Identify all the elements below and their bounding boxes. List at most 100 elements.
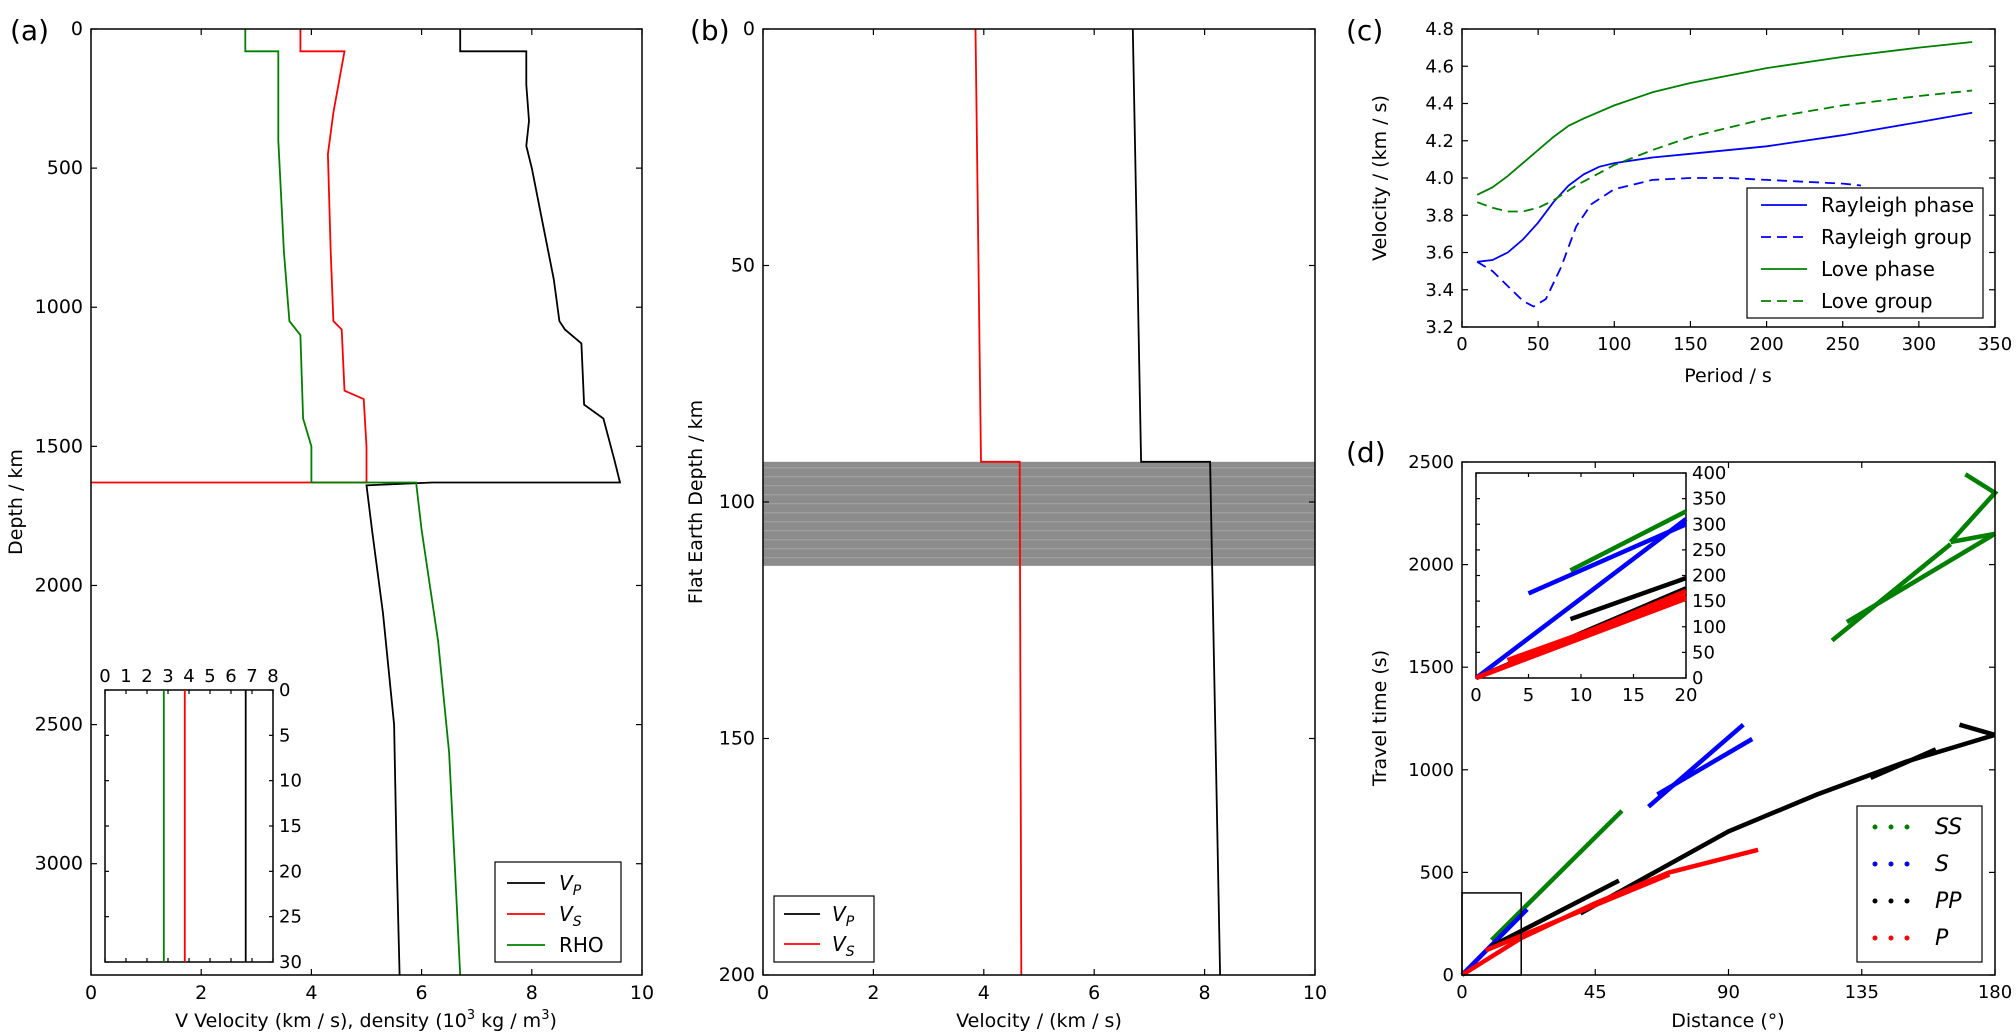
x-tick-label: 0 (99, 666, 110, 687)
y-tick-label: 4.8 (1425, 19, 1454, 40)
legend-label-love-group: Love group (1821, 289, 1933, 313)
y-tick-label: 50 (731, 255, 755, 277)
y-tick-label: 3.2 (1425, 317, 1454, 338)
inset-segment-s (1474, 517, 1688, 680)
y-tick-label: 50 (1692, 642, 1715, 663)
panel-b-lines (974, 28, 1221, 976)
panel-b-ylabel: Flat Earth Depth / km (685, 400, 707, 604)
x-tick-label: 2 (195, 982, 207, 1004)
segment-pp (1490, 878, 1620, 949)
legend-label-vp: VP (559, 871, 582, 899)
segment-pp (1579, 732, 1996, 916)
y-tick-label: 3.6 (1425, 243, 1454, 264)
x-tick-label: 20 (1675, 685, 1698, 706)
y-tick-label: 100 (1692, 617, 1726, 638)
y-tick-label: 10 (279, 771, 302, 792)
panel-d-lines (1460, 472, 1999, 977)
x-tick-label: 45 (1584, 982, 1607, 1003)
segment-p (1460, 847, 1759, 977)
y-tick-label: 2000 (35, 574, 83, 596)
y-tick-label: 1000 (1408, 760, 1454, 781)
y-tick-label: 4.6 (1425, 56, 1454, 77)
x-tick-label: 200 (1749, 334, 1783, 355)
x-tick-label: 150 (1673, 334, 1707, 355)
y-tick-label: 5 (279, 725, 290, 746)
panel-c: (c) 0 50 100 150 200 250 300 350 3.2 3.4 3.6 3.8 4.0… (1346, 14, 2012, 387)
x-tick-label: 4 (305, 982, 317, 1004)
panel-c-ticks: 0 50 100 150 200 250 300 350 3.2 3.4 3.6 3.8 4.0 4.2 4… (1425, 19, 2012, 355)
y-tick-label: 30 (279, 952, 302, 973)
y-tick-label: 3.8 (1425, 205, 1454, 226)
segment-pp (1958, 722, 1996, 738)
legend-marker-pp (1872, 898, 1878, 904)
x-tick-label: 180 (1978, 982, 2012, 1003)
legend-label-rayleigh-group: Rayleigh group (1821, 225, 1972, 249)
x-tick-label: 6 (225, 666, 236, 687)
y-tick-label: 2500 (35, 714, 83, 736)
panel-b-label: (b) (690, 14, 730, 47)
panel-a-legend: VP VS RHO (494, 861, 622, 963)
y-tick-label: 25 (279, 907, 302, 928)
y-tick-label: 3.4 (1425, 280, 1454, 301)
legend-label-vs: VS (832, 932, 855, 960)
x-tick-label: 0 (757, 982, 769, 1004)
segment-ss (1830, 542, 1953, 643)
line-vs (974, 28, 1023, 976)
x-tick-label: 350 (1978, 334, 2012, 355)
x-tick-label: 5 (204, 666, 215, 687)
inset-segment-p (1475, 596, 1687, 681)
legend-marker-p (1904, 935, 1910, 941)
panel-a-frame (90, 28, 643, 976)
panel-a-ylabel: Depth / km (5, 449, 27, 555)
line-rho (244, 29, 462, 976)
y-tick-label: 350 (1692, 489, 1726, 510)
legend-box (1746, 187, 1984, 319)
y-tick-label: 200 (1692, 566, 1726, 587)
panel-a-lines (91, 29, 622, 976)
legend-label-love-phase: Love phase (1821, 257, 1935, 281)
legend-label-pp: PP (1935, 889, 1962, 914)
legend-marker-s (1888, 861, 1894, 867)
y-tick-label: 3000 (35, 853, 83, 875)
y-tick-label: 250 (1692, 540, 1726, 561)
x-tick-label: 50 (1527, 334, 1550, 355)
legend-marker-pp (1888, 898, 1894, 904)
inset-segment-s (1527, 522, 1687, 596)
x-tick-label: 5 (1523, 685, 1534, 706)
legend-marker-s (1872, 861, 1878, 867)
y-tick-label: 100 (719, 491, 755, 513)
legend-marker-ss (1872, 824, 1878, 830)
x-tick-label: 0 (1456, 334, 1467, 355)
line-vp (365, 29, 622, 976)
y-tick-label: 2500 (1408, 452, 1454, 473)
x-tick-label: 4 (183, 666, 194, 687)
x-tick-label: 10 (1303, 982, 1327, 1004)
panel-d-frame (1461, 461, 1996, 976)
legend-label-p: P (1935, 926, 1949, 951)
segment-pp (1869, 747, 1937, 781)
y-tick-label: 20 (279, 861, 302, 882)
x-tick-label: 8 (1199, 982, 1211, 1004)
x-tick-label: 0 (1456, 982, 1467, 1003)
legend-marker-p (1872, 935, 1878, 941)
x-tick-label: 135 (1845, 982, 1879, 1003)
panel-d-label: (d) (1346, 436, 1386, 469)
legend-label-vp: VP (832, 902, 855, 930)
panel-a-label: (a) (10, 14, 49, 47)
y-tick-label: 300 (1692, 514, 1726, 535)
panel-a-xlabel: V Velocity (km / s), density (103 kg / m… (175, 1008, 557, 1032)
y-tick-label: 2000 (1408, 555, 1454, 576)
panel-c-ylabel: Velocity / (km / s) (1369, 95, 1391, 261)
legend-marker-ss (1888, 824, 1894, 830)
legend-marker-ss (1904, 824, 1910, 830)
panel-c-frame (1461, 28, 1996, 328)
y-tick-label: 0 (1692, 668, 1703, 689)
